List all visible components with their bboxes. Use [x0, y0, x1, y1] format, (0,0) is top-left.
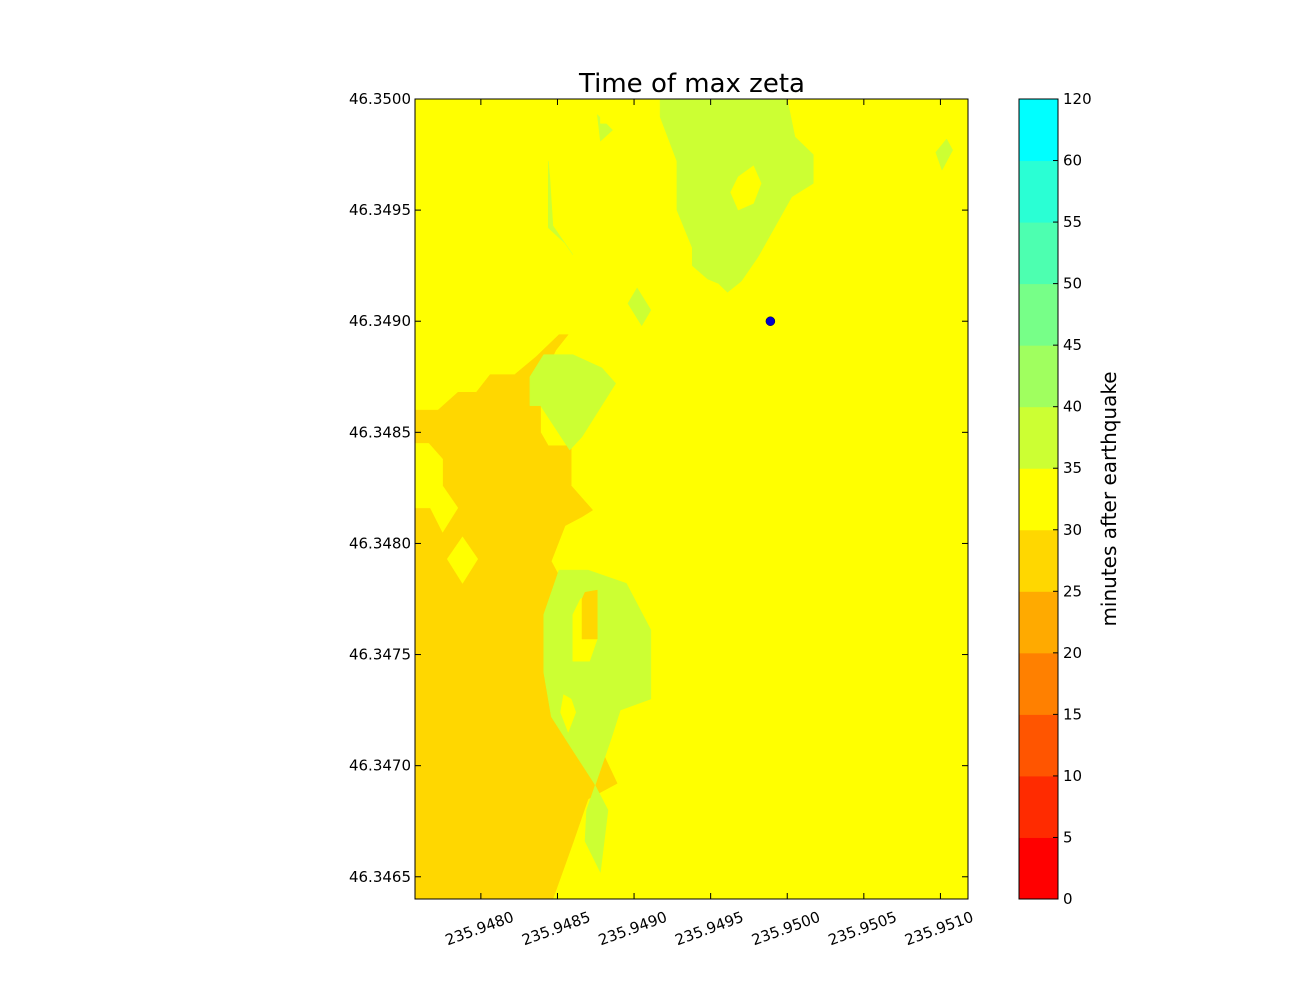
x-tick-label: 235.9490 — [596, 908, 669, 949]
colorbar-tick-label: 60 — [1063, 152, 1082, 170]
y-tick-label: 46.3485 — [349, 423, 411, 441]
colorbar-segment — [1019, 406, 1058, 469]
colorbar-segment — [1019, 591, 1058, 654]
colorbar-tick-label: 15 — [1063, 705, 1082, 723]
colorbar-segment — [1019, 222, 1058, 285]
chart-title: Time of max zeta — [578, 69, 805, 99]
colorbar-tick-label: 35 — [1063, 459, 1082, 477]
colorbar-segment — [1019, 99, 1058, 162]
colorbar-tick-label: 120 — [1063, 90, 1092, 108]
contour-region-4 — [529, 354, 617, 451]
y-tick-label: 46.3490 — [349, 312, 411, 330]
colorbar-segment — [1019, 345, 1058, 408]
x-tick-label: 235.9500 — [749, 908, 822, 949]
colorbar-segment — [1019, 837, 1058, 900]
colorbar-tick-label: 25 — [1063, 582, 1082, 600]
colorbar-segment — [1019, 652, 1058, 715]
x-tick-label: 235.9480 — [443, 908, 516, 949]
contour-region-14 — [600, 99, 607, 124]
colorbar-segment — [1019, 468, 1058, 531]
colorbar-tick-label: 20 — [1063, 644, 1082, 662]
contour-region-10 — [730, 165, 762, 211]
colorbar-tick-label: 55 — [1063, 213, 1082, 231]
y-tick-label: 46.3480 — [349, 534, 411, 552]
contour-region-7 — [627, 287, 652, 327]
plot-frame — [414, 98, 969, 900]
y-axis: 46.3465 46.3470 46.3475 46.3480 46.3485 46.34… — [349, 90, 968, 886]
location-marker — [765, 316, 776, 326]
colorbar-tick-label: 50 — [1063, 275, 1082, 293]
colorbar-tick-label: 10 — [1063, 767, 1082, 785]
colorbar-tick-label: 40 — [1063, 398, 1082, 416]
y-tick-label: 46.3500 — [349, 90, 411, 108]
colorbar-segment — [1019, 529, 1058, 592]
colorbar-tick-label: 45 — [1063, 336, 1082, 354]
y-tick-label: 46.3475 — [349, 646, 411, 664]
colorbar-tick-label: 30 — [1063, 521, 1082, 539]
colorbar-segment — [1019, 160, 1058, 223]
colorbar-tick-label: 0 — [1063, 890, 1073, 908]
contour-region-12 — [581, 589, 598, 640]
contour-region-9 — [935, 138, 953, 171]
y-tick-label: 46.3495 — [349, 201, 411, 219]
colorbar-frame — [1018, 98, 1059, 900]
colorbar-segment — [1019, 775, 1058, 838]
y-tick-label: 46.3465 — [349, 868, 411, 886]
x-tick-label: 235.9485 — [519, 908, 592, 949]
contour-region-5 — [543, 569, 652, 874]
colorbar-segment — [1019, 283, 1058, 346]
plot-area — [415, 99, 968, 899]
x-tick-label: 235.9495 — [673, 908, 746, 949]
colorbar-tick-label: 5 — [1063, 828, 1073, 846]
colorbar: 0 5 10 15 20 25 30 35 40 45 50 55 60 120 — [1018, 90, 1092, 908]
contour-region-1 — [415, 443, 459, 533]
y-tick-label: 46.3470 — [349, 757, 411, 775]
contour-region-2 — [446, 536, 479, 584]
contour-region-13 — [560, 694, 577, 733]
colorbar-label: minutes after earthquake — [1097, 371, 1121, 626]
colorbar-segment — [1019, 714, 1058, 777]
x-tick-label: 235.9510 — [902, 908, 975, 949]
x-tick-label: 235.9505 — [826, 908, 899, 949]
contour-region-6 — [548, 161, 574, 255]
